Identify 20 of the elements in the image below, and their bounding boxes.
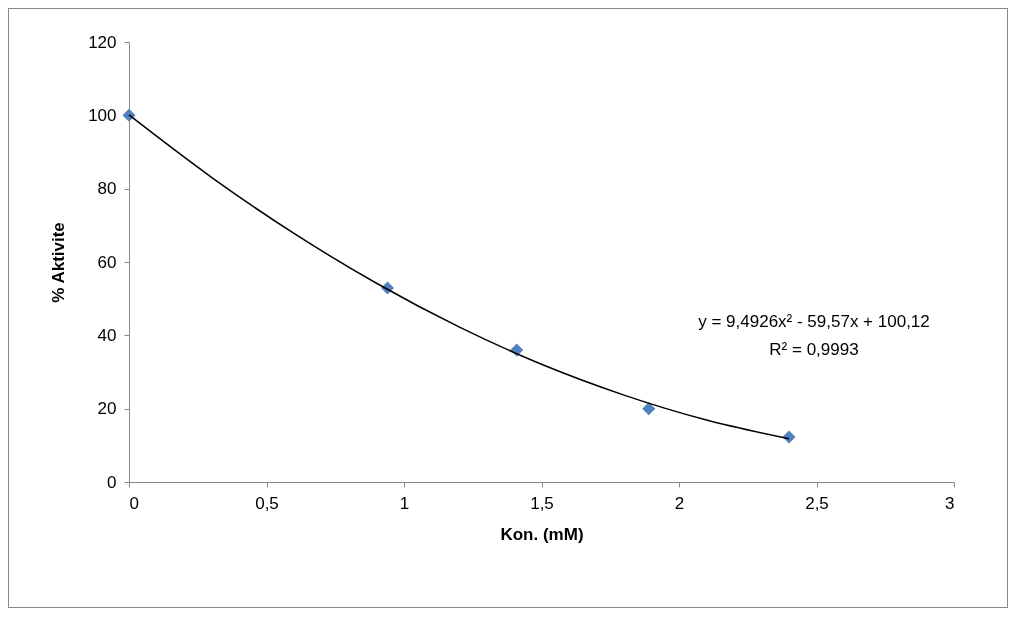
y-tick-label: 40 [97, 325, 117, 345]
x-axis-title: Kon. (mM) [500, 524, 584, 544]
y-tick-label: 60 [97, 252, 117, 272]
y-tick-label: 120 [88, 32, 117, 52]
x-tick-label: 0 [129, 493, 139, 513]
annotation: R² = 0,9993 [769, 340, 859, 359]
annotation: y = 9,4926x² - 59,57x + 100,12 [698, 312, 930, 331]
y-axis-title: % Aktivite [49, 222, 69, 303]
x-tick-label: 0,5 [255, 493, 279, 513]
x-tick-label: 1,5 [530, 493, 554, 513]
x-tick-label: 3 [945, 493, 955, 513]
y-tick-label: 100 [88, 105, 117, 125]
point [642, 402, 656, 416]
x-tick-label: 2,5 [805, 493, 829, 513]
x-tick-label: 2 [674, 493, 685, 513]
y-tick-label: 0 [107, 472, 117, 492]
x-tick-label: 1 [399, 493, 410, 513]
point [122, 108, 136, 122]
y-tick-label: 20 [97, 399, 117, 419]
y-tick-label: 80 [97, 179, 117, 199]
